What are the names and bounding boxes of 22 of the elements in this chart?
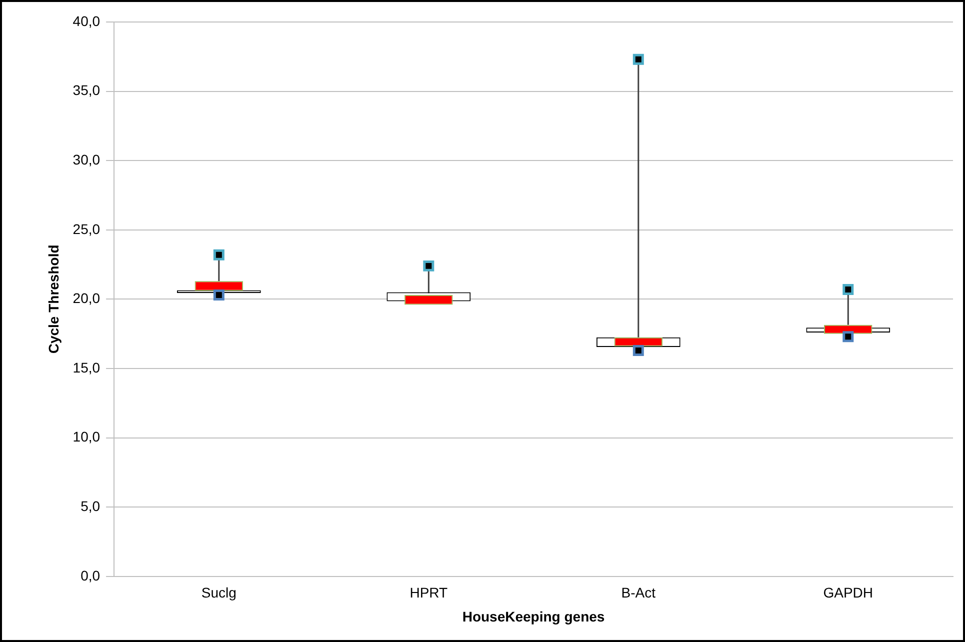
point: [423, 260, 434, 272]
x-tick-label: GAPDH: [823, 584, 874, 601]
point: [632, 344, 644, 356]
point: [632, 54, 644, 65]
x-tick-label: B-Act: [621, 584, 656, 601]
y-tick-label: 10,0: [72, 428, 100, 445]
y-tick-label: 20,0: [72, 290, 100, 306]
x-tick-label: Suclg: [201, 584, 236, 601]
point: [842, 331, 854, 342]
point: [842, 284, 854, 295]
point: [213, 290, 224, 301]
y-tick-label: 5,0: [80, 498, 100, 514]
y-tick-label: 30,0: [72, 151, 100, 168]
y-tick-label: 15,0: [72, 359, 100, 376]
y-axis-title: Cycle Threshold: [45, 244, 62, 354]
point: [213, 249, 224, 260]
y-tick-label: 35,0: [72, 82, 100, 98]
y-tick-label: 40,0: [72, 12, 100, 29]
x-axis-title: HouseKeeping genes: [462, 608, 605, 624]
y-tick-label: 25,0: [72, 220, 100, 237]
y-tick-label: 0,0: [80, 567, 100, 584]
x-tick-label: HPRT: [410, 584, 448, 601]
